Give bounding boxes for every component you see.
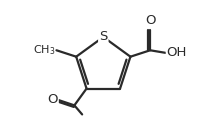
Text: OH: OH: [166, 46, 187, 59]
Text: CH$_3$: CH$_3$: [33, 43, 55, 57]
Text: O: O: [145, 14, 155, 27]
Text: O: O: [48, 93, 58, 106]
Text: S: S: [99, 30, 107, 43]
